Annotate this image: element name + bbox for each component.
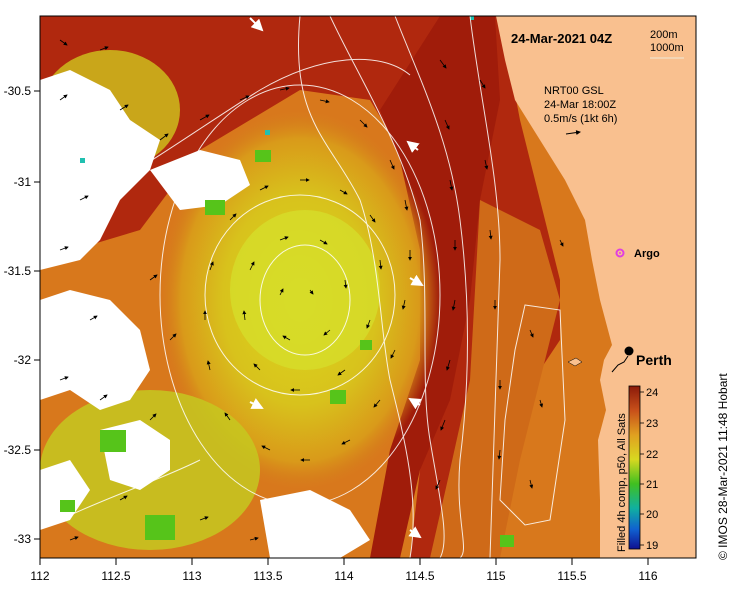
- y-tick-label: -31: [14, 175, 32, 189]
- green-patches: [60, 150, 514, 547]
- swan-river: [611, 355, 629, 373]
- colorbar-ticks: [640, 391, 644, 546]
- x-tick-label: 116: [638, 569, 657, 583]
- colorbar-tick-label: 23: [646, 418, 658, 430]
- perth-label: Perth: [636, 352, 672, 368]
- colorbar: [628, 385, 641, 550]
- y-tick-label: -32: [14, 353, 32, 367]
- y-tick-label: -31.5: [4, 264, 32, 278]
- x-tick-label: 112.5: [101, 569, 130, 583]
- x-tick-label: 114: [334, 569, 353, 583]
- y-axis: [34, 90, 40, 540]
- velocity-scale: 0.5m/s (1kt 6h): [544, 113, 617, 125]
- drifter-arrows: [249, 17, 424, 539]
- perth-marker: [624, 346, 634, 356]
- sst-field: [40, 16, 696, 558]
- y-tick-label: -30.5: [4, 84, 32, 98]
- cloud-gaps: [40, 70, 370, 558]
- x-tick-label: 113.5: [253, 569, 282, 583]
- argo-marker: [615, 248, 625, 258]
- x-tick-label: 113: [182, 569, 201, 583]
- x-tick-label: 115.5: [557, 569, 586, 583]
- land-mass: [496, 16, 696, 558]
- colorbar-tick-label: 20: [646, 509, 658, 521]
- velocity-source: NRT00 GSL: [544, 85, 604, 97]
- depth-legend-1000m: 1000m: [650, 42, 684, 54]
- colorbar-tick-label: 19: [646, 540, 658, 552]
- colorbar-label: Filled 4h comp, p50, All Sats: [616, 413, 628, 552]
- eddy-core: [230, 210, 380, 370]
- rottnest-island: [567, 357, 583, 367]
- depth-legend-200m: 200m: [650, 29, 678, 41]
- x-tick-label: 112: [30, 569, 49, 583]
- offshore-mid: [430, 200, 560, 558]
- x-tick-label: 114.5: [405, 569, 434, 583]
- y-tick-label: -32.5: [4, 443, 32, 457]
- y-tick-label: -33: [14, 532, 32, 546]
- bathymetry-contours: [40, 16, 566, 558]
- argo-label: Argo: [634, 248, 660, 260]
- velocity-scale-arrow: [565, 130, 581, 136]
- x-axis: [39, 558, 649, 565]
- velocity-time: 24-Mar 18:00Z: [544, 99, 616, 111]
- x-tick-label: 115: [486, 569, 505, 583]
- colorbar-tick-label: 22: [646, 449, 658, 461]
- colorbar-tick-label: 21: [646, 479, 658, 491]
- map-title: 24-Mar-2021 04Z: [511, 31, 612, 46]
- cyan-pixels: [80, 16, 474, 163]
- colorbar-tick-label: 24: [646, 387, 658, 399]
- current-vectors: [59, 39, 564, 541]
- credit-text: © IMOS 28-Mar-2021 11:48 Hobart: [716, 373, 730, 560]
- plot-frame: [39, 15, 697, 559]
